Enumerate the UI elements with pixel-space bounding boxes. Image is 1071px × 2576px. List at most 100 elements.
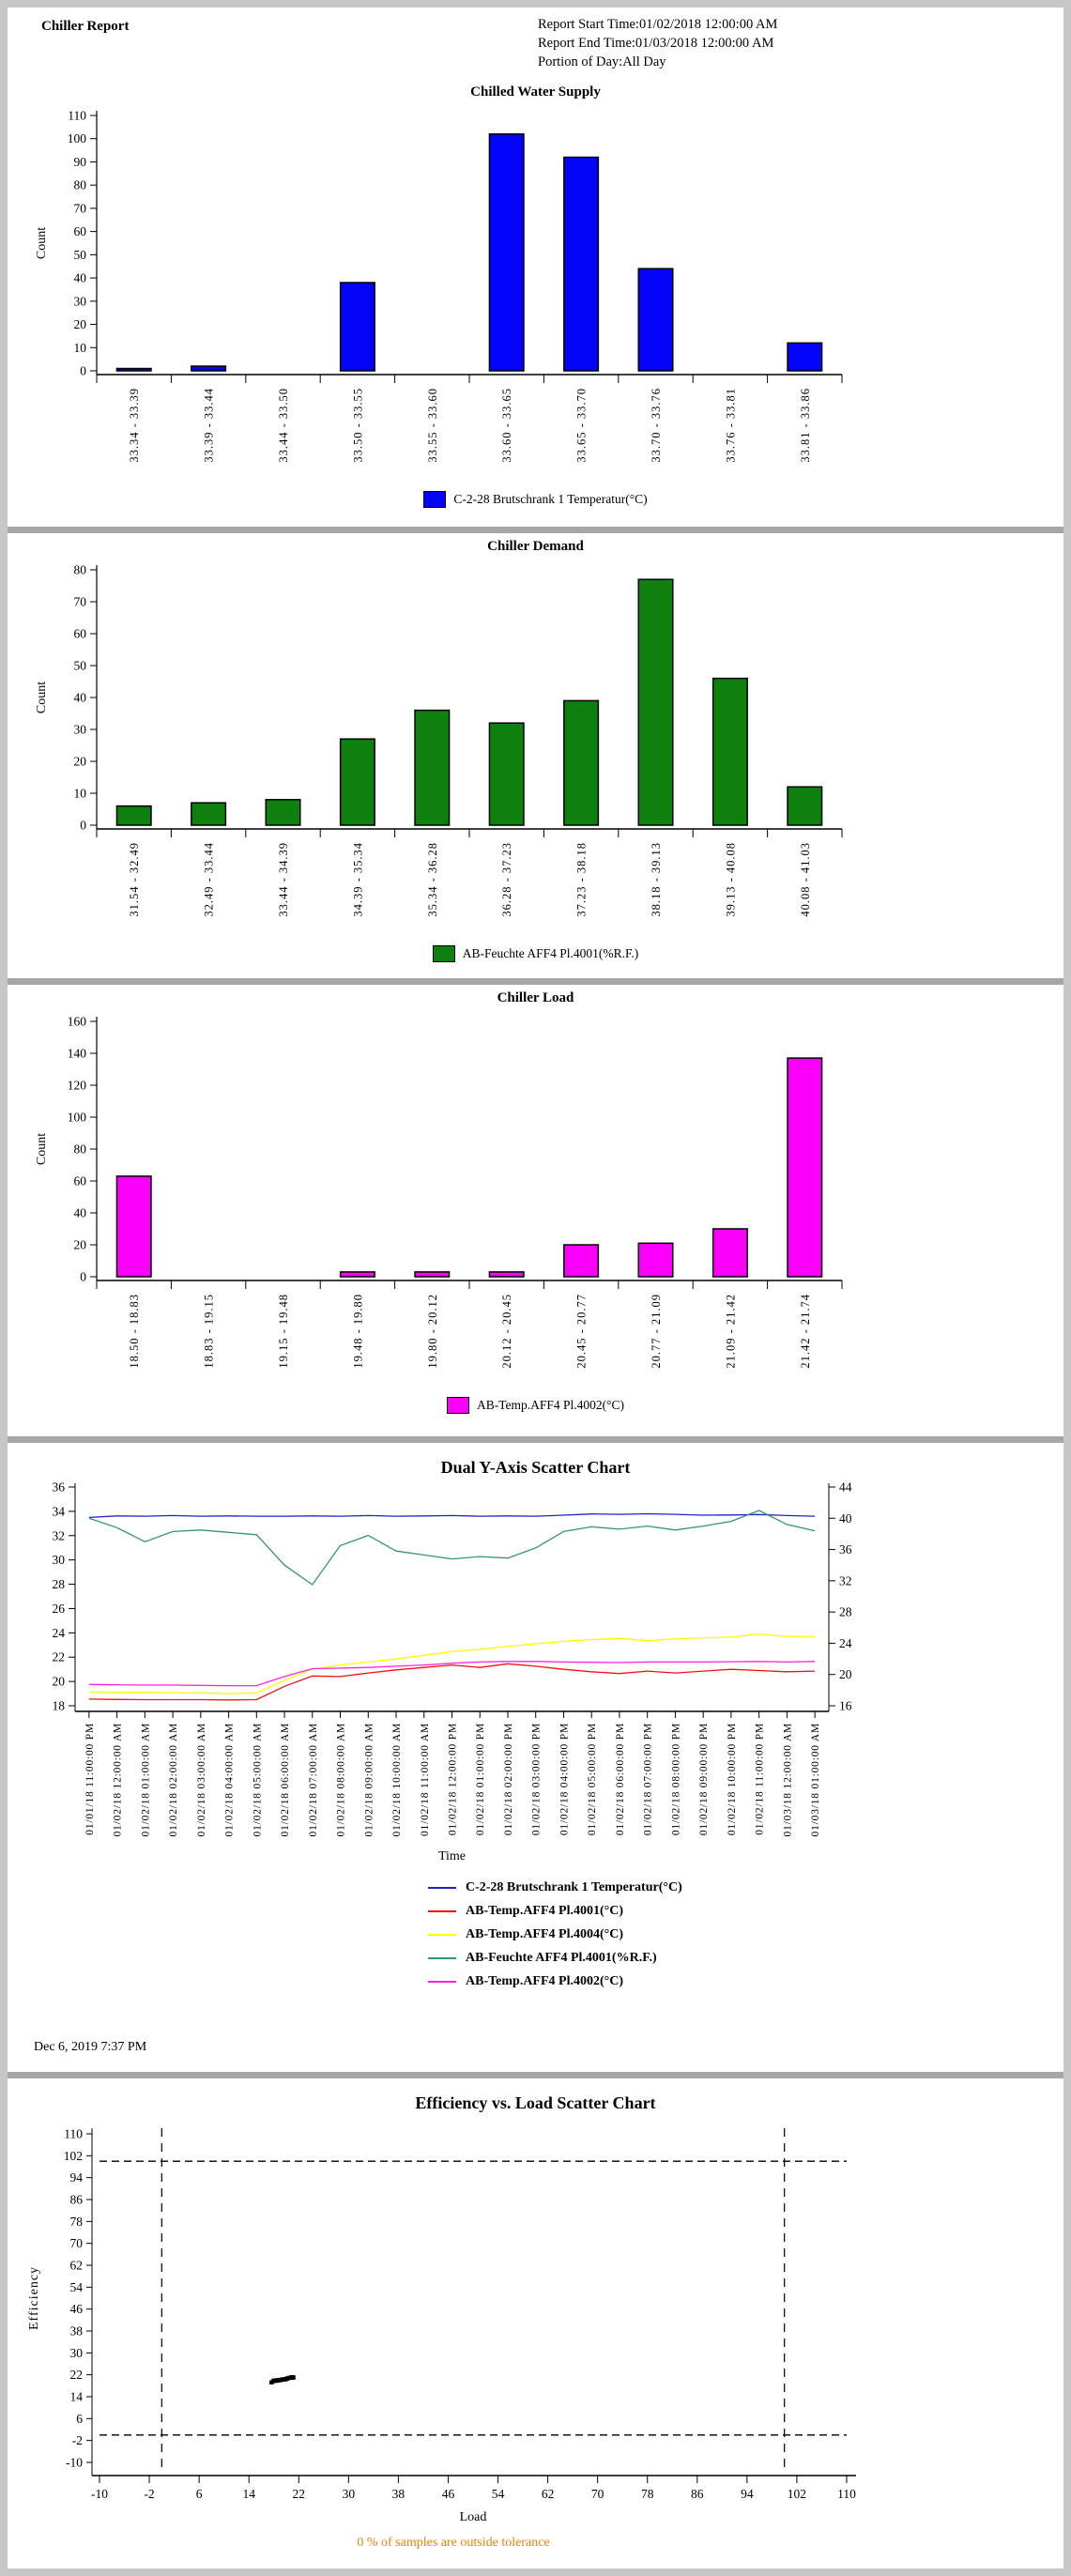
svg-text:33.55 - 33.60: 33.55 - 33.60 bbox=[426, 388, 439, 463]
svg-text:10: 10 bbox=[74, 341, 87, 355]
svg-text:Count: Count bbox=[35, 227, 49, 259]
svg-text:20: 20 bbox=[74, 755, 87, 769]
svg-text:-2: -2 bbox=[72, 2433, 83, 2447]
legend-chilled-water-supply: C-2-28 Brutschrank 1 Temperatur(°C) bbox=[8, 487, 1063, 512]
svg-text:94: 94 bbox=[741, 2487, 754, 2501]
svg-text:01/02/18 11:00:00 AM: 01/02/18 11:00:00 AM bbox=[420, 1723, 431, 1836]
svg-text:30: 30 bbox=[53, 1553, 66, 1567]
svg-text:14: 14 bbox=[242, 2487, 255, 2501]
chart-chiller-load: 0 20 40 60 80 100 120 140 160 Count 18.50 - 18.83 1… bbox=[35, 1015, 843, 1369]
legend-label: AB-Temp.AFF4 Pl.4004(°C) bbox=[466, 1926, 624, 1941]
svg-text:22: 22 bbox=[293, 2487, 306, 2501]
svg-text:22: 22 bbox=[53, 1650, 66, 1664]
panel-separator bbox=[8, 978, 1063, 985]
svg-text:100: 100 bbox=[68, 131, 87, 146]
svg-text:34: 34 bbox=[53, 1504, 66, 1518]
svg-text:20: 20 bbox=[74, 1238, 87, 1252]
svg-text:54: 54 bbox=[70, 2280, 84, 2294]
svg-text:30: 30 bbox=[74, 723, 87, 737]
panel-separator bbox=[8, 527, 1063, 533]
svg-text:20: 20 bbox=[74, 317, 87, 331]
svg-text:102: 102 bbox=[64, 2149, 83, 2163]
svg-text:36: 36 bbox=[839, 1542, 852, 1556]
svg-text:33.65 - 33.70: 33.65 - 33.70 bbox=[575, 388, 589, 463]
svg-text:01/02/18 10:00:00 PM: 01/02/18 10:00:00 PM bbox=[727, 1723, 738, 1835]
svg-text:60: 60 bbox=[74, 627, 87, 641]
chart-efficiency-vs-load: -10 -2 6 14 22 30 38 46 54 62 70 78 86 94 102 110 -10 -2 6… bbox=[27, 2127, 856, 2525]
svg-text:26: 26 bbox=[53, 1602, 66, 1616]
svg-text:86: 86 bbox=[70, 2193, 84, 2207]
svg-text:40: 40 bbox=[839, 1511, 852, 1526]
svg-text:80: 80 bbox=[74, 563, 87, 577]
tolerance-note: 0 % of samples are outside tolerance bbox=[357, 2536, 550, 2550]
legend-entry: C-2-28 Brutschrank 1 Temperatur(°C) bbox=[428, 1876, 1063, 1899]
svg-text:-10: -10 bbox=[66, 2456, 83, 2470]
svg-text:110: 110 bbox=[68, 109, 86, 123]
svg-text:01/02/18 02:00:00 PM: 01/02/18 02:00:00 PM bbox=[503, 1723, 514, 1835]
legend-line-red bbox=[428, 1909, 456, 1912]
svg-text:01/02/18 12:00:00 PM: 01/02/18 12:00:00 PM bbox=[448, 1723, 459, 1835]
panel-separator bbox=[8, 1436, 1063, 1443]
svg-text:140: 140 bbox=[68, 1047, 87, 1061]
svg-text:33.34 - 33.39: 33.34 - 33.39 bbox=[128, 388, 141, 463]
chart-title-chiller-load: Chiller Load bbox=[497, 990, 574, 1005]
report-meta: Report Start Time:01/02/2018 12:00:00 AM… bbox=[538, 15, 777, 71]
svg-text:40: 40 bbox=[74, 1206, 87, 1220]
svg-text:30: 30 bbox=[70, 2346, 84, 2360]
legend-label: C-2-28 Brutschrank 1 Temperatur(°C) bbox=[466, 1879, 682, 1894]
svg-text:38.18 - 39.13: 38.18 - 39.13 bbox=[650, 842, 663, 917]
legend-line-yellow bbox=[428, 1933, 456, 1936]
svg-text:01/02/18 07:00:00 AM: 01/02/18 07:00:00 AM bbox=[308, 1723, 319, 1836]
svg-text:01/02/18 05:00:00 PM: 01/02/18 05:00:00 PM bbox=[587, 1723, 598, 1835]
svg-text:94: 94 bbox=[70, 2170, 84, 2185]
svg-text:Load: Load bbox=[460, 2510, 487, 2524]
panel-chiller-demand: Chiller Demand 0 10 20 30 40 50 60 70 80 Count 31.… bbox=[8, 533, 1063, 978]
svg-text:33.39 - 33.44: 33.39 - 33.44 bbox=[203, 388, 216, 463]
legend-dual-y-axis: C-2-28 Brutschrank 1 Temperatur(°C) AB-T… bbox=[428, 1876, 1063, 1993]
chart-chiller-demand: 0 10 20 30 40 50 60 70 80 Count 31.54 - 32.49 32.49… bbox=[35, 563, 843, 917]
report-end-time: Report End Time:01/03/2018 12:00:00 AM bbox=[538, 36, 774, 51]
legend-swatch-magenta bbox=[446, 1397, 469, 1414]
svg-text:19.15 - 19.48: 19.15 - 19.48 bbox=[277, 1294, 290, 1369]
legend-label: AB-Temp.AFF4 Pl.4002(°C) bbox=[476, 1398, 625, 1412]
chart-title-efficiency-vs-load: Efficiency vs. Load Scatter Chart bbox=[415, 2093, 656, 2112]
svg-text:Count: Count bbox=[35, 1133, 49, 1165]
svg-text:110: 110 bbox=[837, 2487, 856, 2501]
svg-text:-10: -10 bbox=[91, 2487, 108, 2501]
legend-swatch-green bbox=[432, 945, 455, 962]
svg-text:46: 46 bbox=[442, 2487, 455, 2501]
legend-label: AB-Feuchte AFF4 Pl.4001(%R.F.) bbox=[466, 1950, 657, 1965]
svg-text:20.12 - 20.45: 20.12 - 20.45 bbox=[500, 1294, 513, 1369]
svg-text:78: 78 bbox=[70, 2215, 84, 2229]
svg-text:01/03/18 12:00:00 AM: 01/03/18 12:00:00 AM bbox=[782, 1723, 793, 1836]
svg-text:54: 54 bbox=[492, 2487, 505, 2501]
panel-dual-y-axis: Dual Y-Axis Scatter Chart 18 20 22 24 26 28 30… bbox=[8, 1443, 1063, 2072]
svg-text:37.23 - 38.18: 37.23 - 38.18 bbox=[575, 842, 589, 917]
svg-text:01/02/18 04:00:00 PM: 01/02/18 04:00:00 PM bbox=[558, 1723, 570, 1835]
generated-timestamp: Dec 6, 2019 7:37 PM bbox=[34, 2040, 147, 2054]
report-header: Chiller Report Report Start Time:01/02/2… bbox=[8, 8, 1063, 79]
svg-text:28: 28 bbox=[53, 1577, 66, 1591]
legend-entry: AB-Temp.AFF4 Pl.4002(°C) bbox=[428, 1970, 1063, 1993]
svg-text:70: 70 bbox=[591, 2487, 604, 2501]
svg-text:32.49 - 33.44: 32.49 - 33.44 bbox=[203, 842, 216, 917]
svg-text:01/02/18 01:00:00 AM: 01/02/18 01:00:00 AM bbox=[140, 1723, 151, 1836]
svg-text:01/02/18 06:00:00 PM: 01/02/18 06:00:00 PM bbox=[615, 1723, 626, 1835]
svg-text:86: 86 bbox=[691, 2487, 704, 2501]
svg-text:-2: -2 bbox=[144, 2487, 154, 2501]
svg-text:46: 46 bbox=[70, 2302, 84, 2316]
svg-text:01/02/18 03:00:00 PM: 01/02/18 03:00:00 PM bbox=[531, 1723, 543, 1835]
svg-text:33.50 - 33.55: 33.50 - 33.55 bbox=[351, 388, 364, 463]
svg-text:33.81 - 33.86: 33.81 - 33.86 bbox=[799, 388, 812, 463]
svg-text:01/02/18 09:00:00 PM: 01/02/18 09:00:00 PM bbox=[698, 1723, 710, 1835]
legend-entry: AB-Feuchte AFF4 Pl.4001(%R.F.) bbox=[428, 1946, 1063, 1970]
svg-text:33.76 - 33.81: 33.76 - 33.81 bbox=[724, 388, 737, 463]
svg-text:110: 110 bbox=[64, 2127, 83, 2141]
svg-text:33.60 - 33.65: 33.60 - 33.65 bbox=[500, 388, 513, 463]
svg-text:90: 90 bbox=[74, 155, 87, 169]
svg-text:24: 24 bbox=[839, 1636, 852, 1650]
legend-line-green bbox=[428, 1956, 456, 1959]
legend-label: AB-Feuchte AFF4 Pl.4001(%R.F.) bbox=[462, 946, 639, 960]
report-title: Chiller Report bbox=[41, 19, 130, 34]
chart-chilled-water-supply: 0 10 20 30 40 50 60 70 80 90 100 110 Count 33.34 - 33… bbox=[35, 109, 843, 463]
